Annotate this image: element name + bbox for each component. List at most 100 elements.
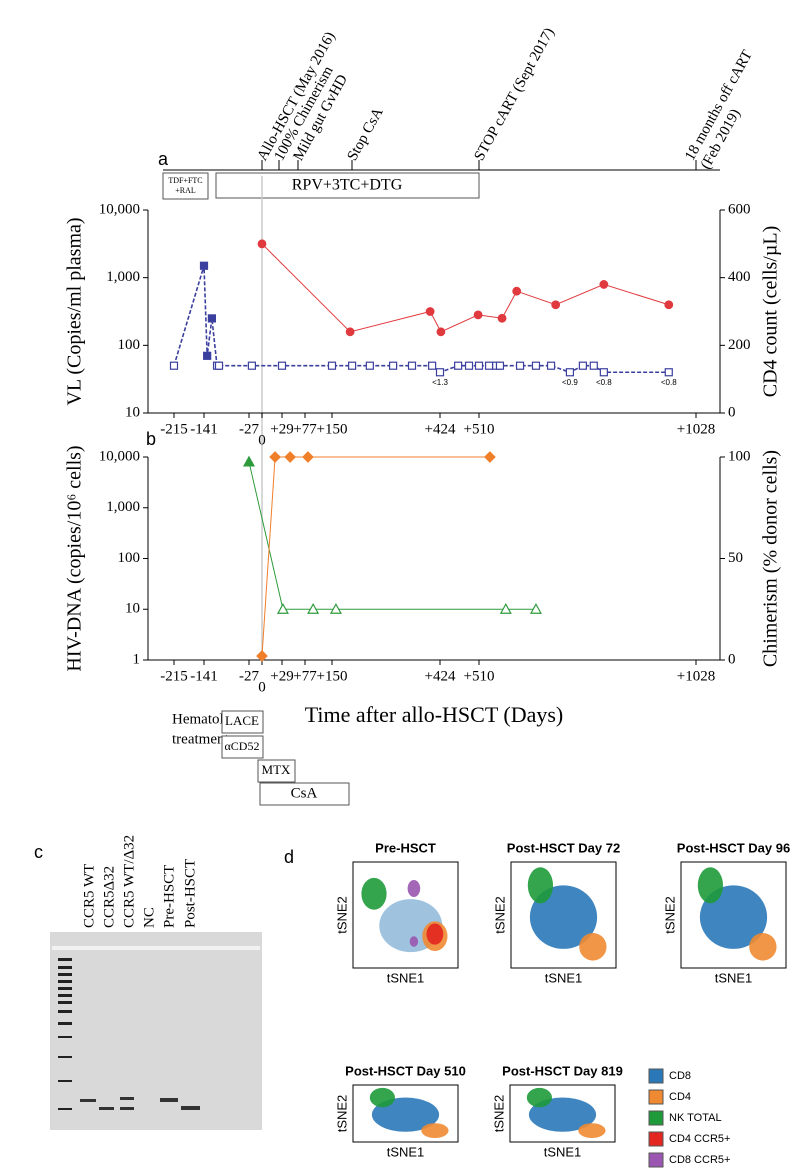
annotation: <1.3 bbox=[432, 378, 448, 387]
y-tick-label: 1 bbox=[133, 651, 141, 667]
legend-swatch bbox=[648, 1131, 664, 1147]
y2-tick-label: 600 bbox=[728, 201, 751, 217]
axis-label: tSNE2 bbox=[492, 896, 507, 934]
y-tick-label: 10,000 bbox=[99, 201, 140, 217]
x-tick-label: 0 bbox=[258, 679, 266, 695]
marker bbox=[512, 286, 522, 296]
x-axis-title: Time after allo-HSCT (Days) bbox=[305, 702, 563, 727]
cluster bbox=[578, 1123, 606, 1139]
marker bbox=[515, 361, 525, 370]
drug-box bbox=[259, 782, 350, 806]
marker bbox=[302, 451, 314, 463]
x-tick-label: -27 bbox=[239, 668, 259, 684]
marker bbox=[276, 603, 289, 614]
marker bbox=[169, 361, 179, 370]
x-tick-label: +29 bbox=[270, 668, 293, 684]
plot-title: Post-HSCT Day 72 bbox=[507, 840, 620, 855]
legend-label: CD8 bbox=[669, 1070, 691, 1082]
marker bbox=[207, 314, 216, 323]
panel-label: c bbox=[34, 842, 43, 862]
event-label: Stop CsA bbox=[345, 105, 387, 164]
lane-label: Post-HSCT bbox=[182, 859, 198, 928]
cluster bbox=[361, 877, 387, 910]
y-tick-label: 1,000 bbox=[106, 499, 140, 515]
marker bbox=[495, 361, 505, 370]
x-tick-label: -141 bbox=[190, 421, 218, 437]
marker bbox=[345, 327, 355, 337]
drug-box bbox=[221, 735, 264, 759]
marker bbox=[247, 361, 256, 370]
marker bbox=[256, 650, 268, 662]
marker bbox=[269, 451, 281, 463]
cluster bbox=[407, 880, 421, 897]
cluster bbox=[699, 885, 768, 949]
gel-image bbox=[50, 932, 262, 1130]
marker bbox=[454, 361, 463, 370]
marker bbox=[388, 361, 398, 370]
y2-tick-label: 0 bbox=[728, 651, 736, 667]
panel-label: d bbox=[284, 847, 294, 867]
lane-label: CCR5Δ32 bbox=[101, 866, 117, 928]
y-tick-label: 1,000 bbox=[106, 269, 140, 285]
marker bbox=[257, 239, 267, 249]
x-tick-label: -27 bbox=[239, 421, 259, 437]
x-tick-label: +424 bbox=[425, 421, 456, 437]
series-line bbox=[173, 265, 669, 374]
treatment-label: RPV+3TC+DTG bbox=[292, 177, 403, 194]
lane-label: CCR5 WT/Δ32 bbox=[121, 835, 137, 928]
event-label: STOP cART (Sept 2017) bbox=[472, 25, 558, 163]
gel bbox=[50, 932, 262, 1130]
axis-label: tSNE1 bbox=[387, 1144, 425, 1159]
axis-label: tSNE1 bbox=[544, 1144, 582, 1159]
x-tick-label: -215 bbox=[160, 668, 188, 684]
plot-title: Post-HSCT Day 96 bbox=[677, 840, 790, 855]
drug-label: LACE bbox=[225, 713, 259, 728]
marker bbox=[589, 361, 598, 370]
panel-label: b bbox=[146, 429, 156, 449]
marker bbox=[407, 361, 417, 370]
marker bbox=[327, 361, 337, 370]
treatment-label: +RAL bbox=[175, 186, 196, 195]
marker bbox=[529, 603, 542, 614]
marker bbox=[484, 361, 494, 370]
marker bbox=[277, 361, 287, 370]
cluster bbox=[371, 1097, 440, 1132]
y-axis-title: HIV-DNA (copies/10⁶ cells) bbox=[64, 445, 86, 671]
legend-swatch bbox=[648, 1110, 664, 1126]
x-tick-label: -141 bbox=[190, 668, 218, 684]
legend-swatch bbox=[648, 1152, 664, 1168]
x-tick-label: -215 bbox=[160, 421, 188, 437]
axis-label: tSNE2 bbox=[662, 896, 677, 934]
gel-ladder bbox=[58, 958, 72, 1110]
y2-tick-label: 400 bbox=[728, 269, 751, 285]
marker bbox=[436, 327, 446, 337]
plot-title: Post-HSCT Day 819 bbox=[502, 1063, 623, 1078]
marker bbox=[284, 451, 296, 463]
marker bbox=[664, 300, 674, 310]
legend-swatch bbox=[648, 1089, 664, 1105]
cluster bbox=[527, 867, 554, 904]
y2-axis-title: CD4 count (cells/µL) bbox=[760, 226, 782, 397]
cluster bbox=[579, 933, 607, 961]
legend-label: CD8 CCR5+ bbox=[669, 1154, 730, 1166]
series-line bbox=[248, 461, 536, 610]
marker bbox=[599, 368, 608, 377]
annotation: <0.9 bbox=[562, 378, 578, 387]
axis-label: tSNE1 bbox=[387, 970, 425, 985]
treatment-title: treatment bbox=[172, 731, 229, 747]
x-tick-label: +77 bbox=[293, 668, 317, 684]
annotation: <0.8 bbox=[661, 378, 677, 387]
legend-label: CD4 bbox=[669, 1091, 691, 1103]
marker bbox=[199, 261, 209, 270]
axis-label: tSNE1 bbox=[715, 970, 753, 985]
y2-tick-label: 100 bbox=[728, 448, 751, 464]
marker bbox=[464, 361, 474, 370]
plot-title: Pre-HSCT bbox=[375, 840, 436, 855]
marker bbox=[203, 351, 212, 360]
axis-label: tSNE1 bbox=[545, 970, 583, 985]
drug-box bbox=[257, 759, 296, 783]
drug-label: αCD52 bbox=[225, 739, 260, 753]
y-tick-label: 10,000 bbox=[99, 448, 140, 464]
cluster bbox=[697, 867, 724, 904]
